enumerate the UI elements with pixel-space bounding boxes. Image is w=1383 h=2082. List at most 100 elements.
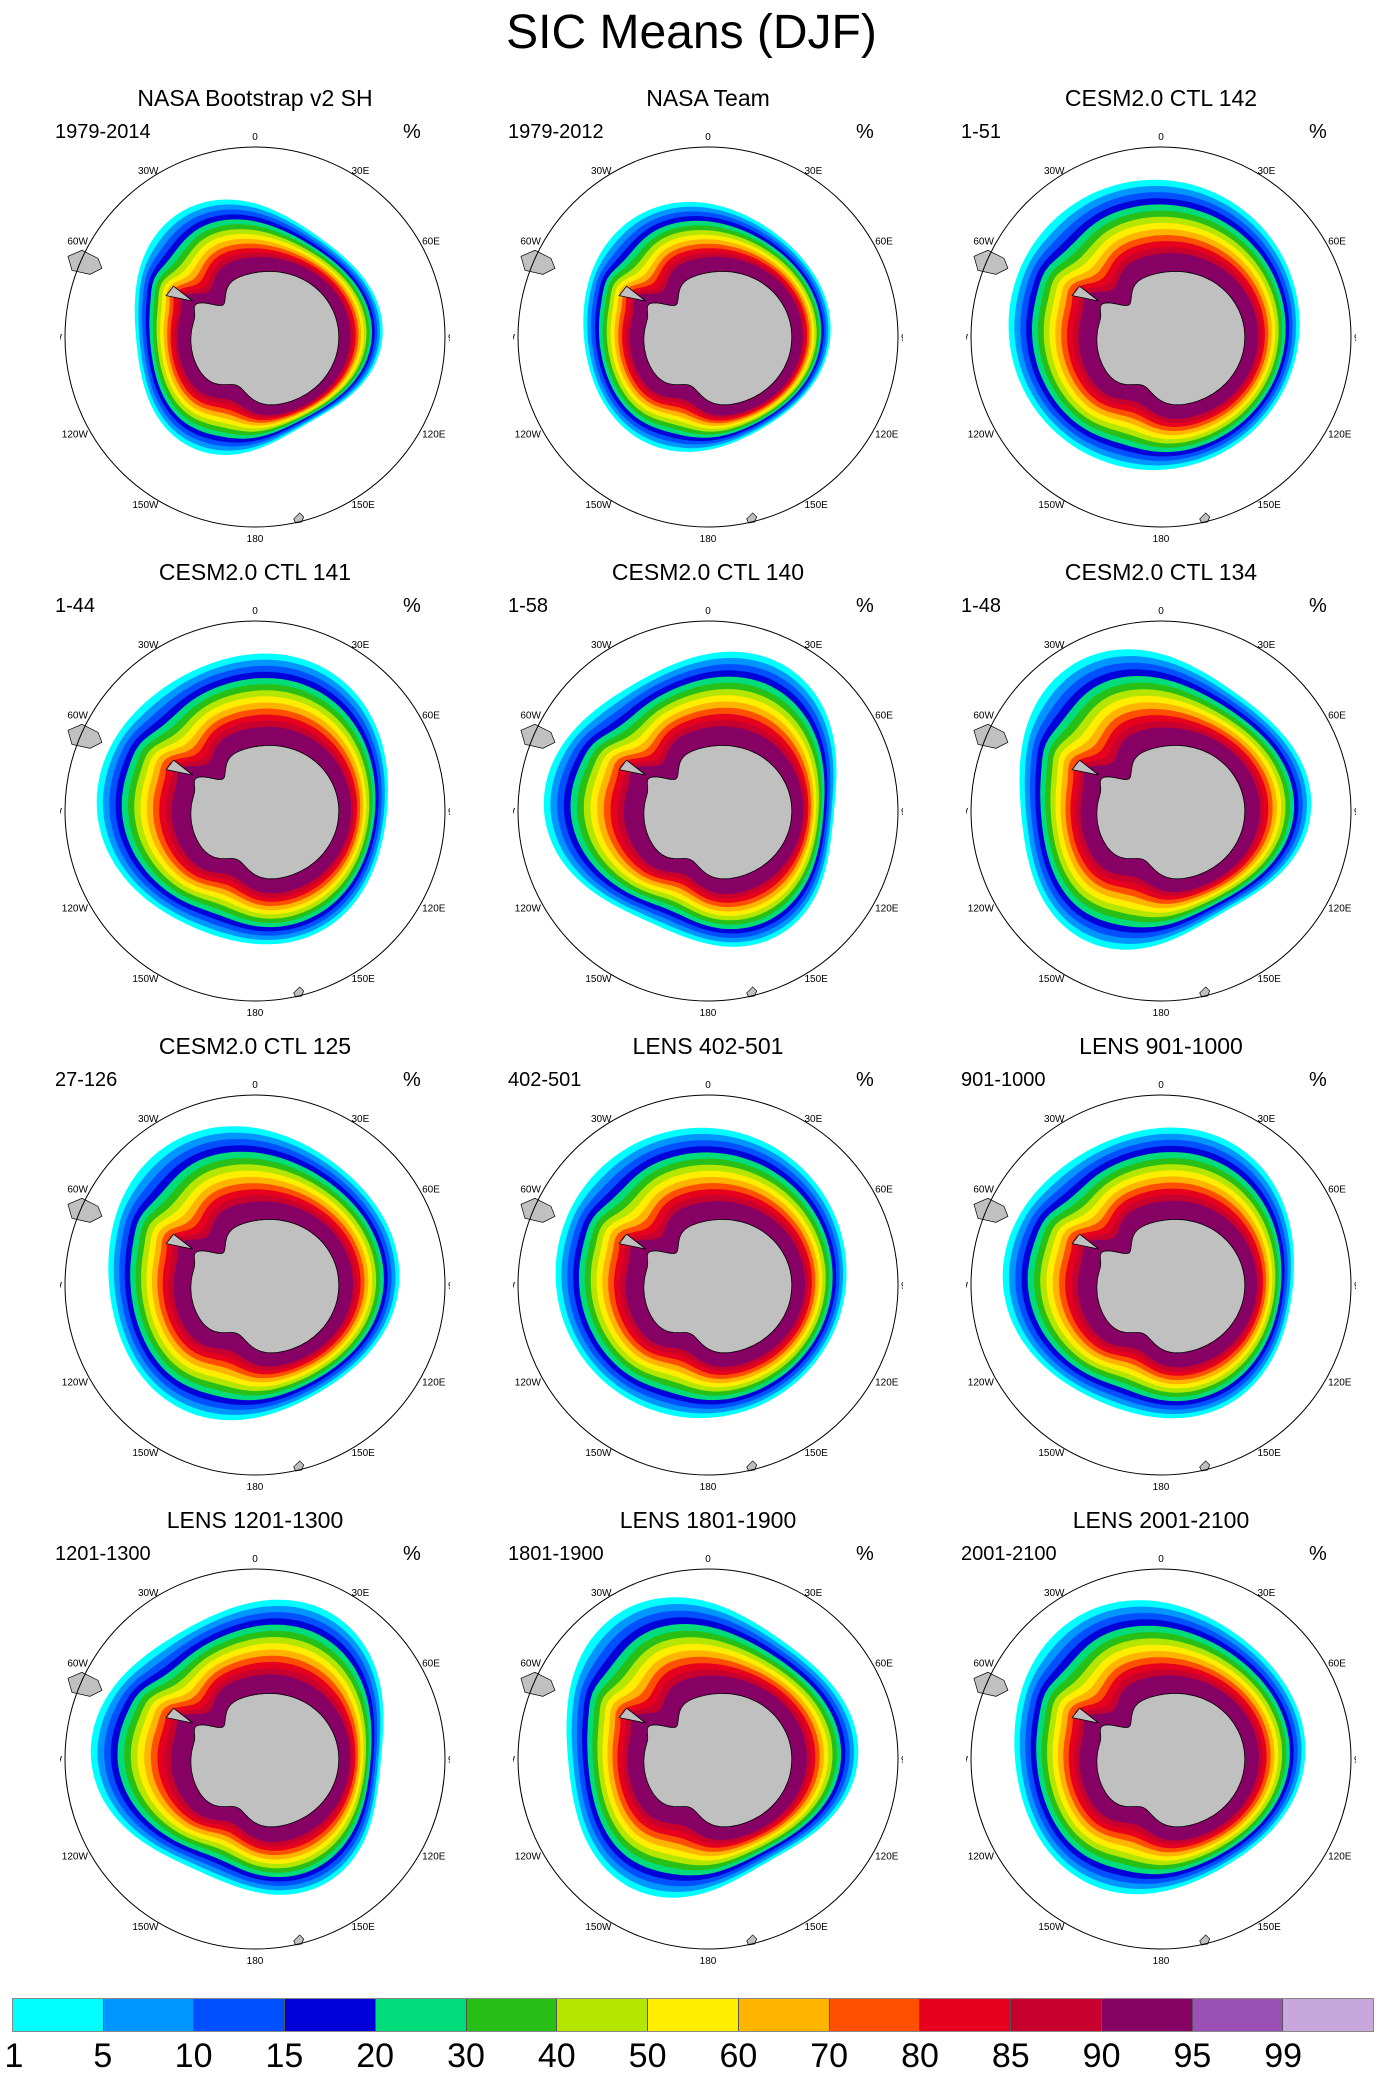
longitude-label: 60E <box>1328 711 1346 722</box>
colorbar-tick-label: 30 <box>447 2037 485 2075</box>
panel-unit-label: % <box>856 595 874 617</box>
antarctic-peninsula <box>1071 759 1099 776</box>
longitude-label: 0 <box>705 1080 711 1091</box>
longitude-label: 30E <box>805 1588 823 1599</box>
colorbar-tick-label: 70 <box>810 2037 849 2075</box>
panel-period-label: 1201-1300 <box>55 1543 151 1565</box>
longitude-label: 30W <box>1044 640 1065 651</box>
south-america-tip <box>67 723 103 749</box>
longitude-label: 90E <box>901 1755 903 1766</box>
longitude-label: 120E <box>875 1378 899 1389</box>
longitude-label: 150E <box>805 1922 829 1933</box>
longitude-label: 60E <box>875 711 893 722</box>
panel-title: LENS 2001-2100 <box>1072 1507 1250 1533</box>
longitude-label: 120E <box>1328 430 1352 441</box>
south-america-tip <box>520 1197 556 1223</box>
colorbar-tick-label: 5 <box>93 2037 113 2075</box>
panel-period-label: 27-126 <box>55 1069 118 1091</box>
longitude-label: 60E <box>422 1659 440 1670</box>
south-america-tip <box>67 249 103 275</box>
longitude-label: 120W <box>968 904 995 915</box>
longitude-label: 150W <box>1038 974 1065 985</box>
longitude-label: 150W <box>1038 1922 1065 1933</box>
panel-title: CESM2.0 CTL 141 <box>158 559 352 585</box>
colorbar-box <box>466 1999 558 2031</box>
map-boundary <box>64 620 446 1002</box>
antarctic-peninsula <box>1071 285 1099 302</box>
longitude-label: 60E <box>422 711 440 722</box>
longitude-label: 30W <box>591 166 612 177</box>
polar-stereographic-map: 0 30E 60E 90E 120E 150E 180 150W 120W 90W 60W 30W <box>513 132 903 542</box>
polar-stereographic-map: 0 30E 60E 90E 120E 150E 180 150W 120W 90W 60W 30W <box>966 1554 1356 1964</box>
map-panel: CESM2.0 CTL 125 27-126% 0 30E 60E 90E 120E 150E… <box>35 1032 475 1492</box>
longitude-label: 60W <box>973 1659 994 1670</box>
colorbar-box <box>103 1999 195 2031</box>
longitude-label: 90W <box>966 1755 969 1766</box>
longitude-label: 180 <box>247 1008 264 1016</box>
longitude-label: 90W <box>60 807 63 818</box>
colorbar-box <box>375 1999 467 2031</box>
map-panel: LENS 402-501 402-501% 0 30E 60E 90E 120E 150E 18… <box>488 1032 928 1492</box>
antarctica-landmass <box>643 744 793 880</box>
south-america-tip <box>67 1197 103 1223</box>
longitude-label: 30W <box>138 1114 159 1125</box>
longitude-label: 60E <box>875 1659 893 1670</box>
longitude-label: 120E <box>422 430 446 441</box>
longitude-label: 150W <box>132 974 159 985</box>
antarctica-landmass <box>190 1692 340 1828</box>
longitude-label: 90W <box>513 1281 516 1292</box>
panel-period-label: 2001-2100 <box>961 1543 1057 1565</box>
panel-period-label: 1-51 <box>961 121 1002 143</box>
longitude-label: 90E <box>901 807 903 818</box>
longitude-label: 60W <box>520 711 541 722</box>
south-america-tip <box>520 249 556 275</box>
panel-unit-label: % <box>856 121 874 143</box>
polar-stereographic-map: 0 30E 60E 90E 120E 150E 180 150W 120W 90W 60W 30W <box>513 606 903 1016</box>
longitude-label: 150W <box>1038 500 1065 511</box>
antarctica-landmass <box>190 744 340 880</box>
south-america-tip <box>67 1671 103 1697</box>
colorbar-box <box>1101 1999 1193 2031</box>
longitude-label: 0 <box>252 132 258 143</box>
colorbar-tick-label: 80 <box>901 2037 939 2075</box>
longitude-label: 120W <box>62 1378 89 1389</box>
colorbar <box>12 1998 1374 2032</box>
panel-title: CESM2.0 CTL 125 <box>158 1033 352 1059</box>
longitude-label: 120E <box>422 904 446 915</box>
colorbar-box <box>920 1999 1012 2031</box>
longitude-label: 90E <box>448 807 450 818</box>
map-panel: NASA Team 1979-2012% 0 30E 60E 90E 120E 150E 180… <box>488 84 928 544</box>
longitude-label: 0 <box>1158 1080 1164 1091</box>
colorbar-box <box>1283 1999 1374 2031</box>
longitude-label: 180 <box>1153 1956 1170 1964</box>
panel-title: NASA Bootstrap v2 SH <box>137 85 373 111</box>
longitude-label: 120E <box>422 1852 446 1863</box>
antarctica-landmass <box>643 1218 793 1354</box>
panel-unit-label: % <box>856 1069 874 1091</box>
longitude-label: 90W <box>966 333 969 344</box>
colorbar-tick-label: 1 <box>4 2037 24 2075</box>
colorbar-tick-label: 95 <box>1173 2037 1212 2075</box>
longitude-label: 120W <box>515 430 542 441</box>
longitude-label: 90W <box>513 1755 516 1766</box>
longitude-label: 150E <box>1258 500 1282 511</box>
antarctica-landmass <box>1096 270 1246 406</box>
longitude-label: 30E <box>1258 1114 1276 1125</box>
longitude-label: 60W <box>67 237 88 248</box>
polar-stereographic-map: 0 30E 60E 90E 120E 150E 180 150W 120W 90W 60W 30W <box>60 606 450 1016</box>
antarctic-peninsula <box>618 759 646 776</box>
polar-stereographic-map: 0 30E 60E 90E 120E 150E 180 150W 120W 90W 60W 30W <box>966 132 1356 542</box>
longitude-label: 120E <box>875 904 899 915</box>
colorbar-tick-label: 99 <box>1264 2037 1303 2075</box>
longitude-label: 120W <box>515 1852 542 1863</box>
panel-title: CESM2.0 CTL 142 <box>1064 85 1258 111</box>
longitude-label: 30W <box>138 1588 159 1599</box>
panel-period-label: 1801-1900 <box>508 1543 604 1565</box>
antarctic-peninsula <box>165 759 193 776</box>
antarctic-peninsula <box>618 1233 646 1250</box>
longitude-label: 120W <box>62 1852 89 1863</box>
panel-unit-label: % <box>1309 1069 1327 1091</box>
longitude-label: 0 <box>705 132 711 143</box>
longitude-label: 0 <box>1158 1554 1164 1565</box>
map-boundary <box>64 1568 446 1950</box>
